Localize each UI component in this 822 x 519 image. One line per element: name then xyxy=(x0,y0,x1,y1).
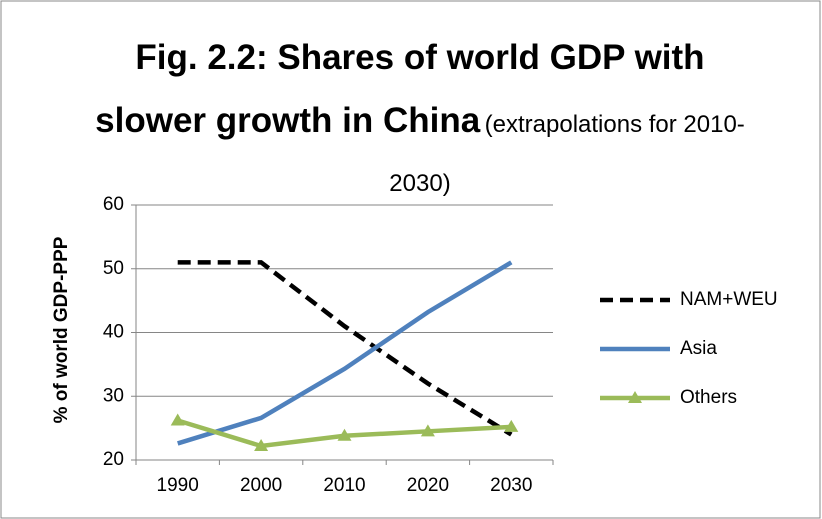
y-tick-label: 60 xyxy=(103,194,124,215)
y-axis-label: % of world GDP-PPP xyxy=(51,236,72,423)
y-tick-label: 40 xyxy=(103,322,124,343)
chart-subtitle: (extrapolations for 2010-2030) xyxy=(389,111,745,197)
marker xyxy=(170,413,185,426)
marker xyxy=(420,424,435,437)
x-tick-label: 2010 xyxy=(323,475,365,496)
y-tick-label: 20 xyxy=(103,449,124,470)
x-tick-label: 2030 xyxy=(490,475,532,496)
legend-label: NAM+WEU xyxy=(680,289,778,310)
chart-title: Fig. 2.2: Shares of world GDP with slowe… xyxy=(95,38,705,140)
y-tick-label: 30 xyxy=(103,385,124,406)
x-tick-label: 2000 xyxy=(240,475,282,496)
legend-marker xyxy=(628,391,642,403)
marker xyxy=(254,438,269,451)
legend-label: Others xyxy=(680,387,737,408)
title-block: Fig. 2.2: Shares of world GDP with slowe… xyxy=(95,30,745,215)
series-line xyxy=(177,260,513,446)
x-tick-label: 2020 xyxy=(407,475,449,496)
series-line xyxy=(177,260,513,437)
x-tick-label: 1990 xyxy=(157,475,199,496)
marker xyxy=(504,419,519,432)
legend-label: Asia xyxy=(680,338,717,359)
marker xyxy=(337,428,352,441)
y-tick-label: 50 xyxy=(103,258,124,279)
